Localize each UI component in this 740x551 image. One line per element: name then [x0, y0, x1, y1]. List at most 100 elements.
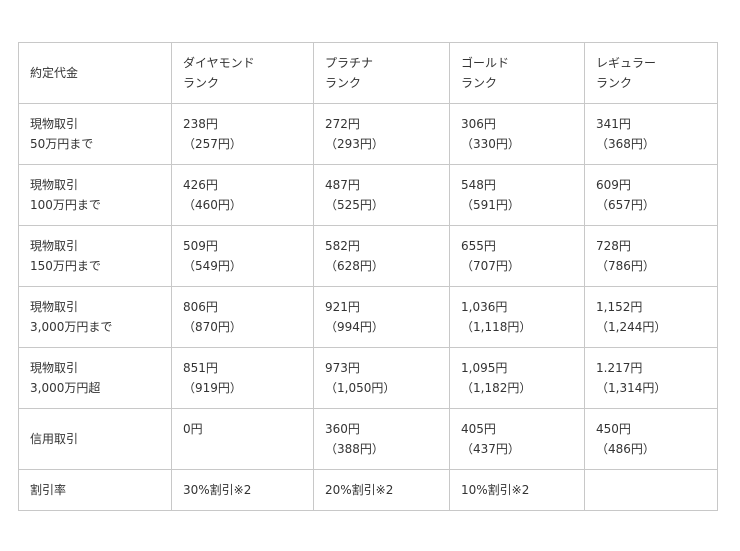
table-row: 現物取引 50万円まで 238円 （257円） 272円 （293円） 306円 （330円）…	[18, 103, 718, 165]
cell-text: 50万円まで	[30, 137, 94, 151]
fee-cell: 655円 （707円）	[449, 225, 585, 287]
cell-text: 921円	[325, 300, 360, 314]
cell-text: （1,244円）	[596, 320, 667, 334]
cell-text: （293円）	[325, 137, 384, 151]
cell-text: （257円）	[183, 137, 242, 151]
cell-text: 655円	[461, 239, 496, 253]
cell-text: （330円）	[461, 137, 520, 151]
cell-text: 約定代金	[30, 66, 79, 80]
fee-cell: 450円 （486円）	[584, 408, 718, 470]
cell-text: （870円）	[183, 320, 242, 334]
discount-cell: 30%割引※2	[171, 469, 314, 511]
cell-text: 1,036円	[461, 300, 508, 314]
fee-cell: 582円 （628円）	[313, 225, 450, 287]
cell-text: ゴールド	[461, 56, 510, 70]
fee-cell: 973円 （1,050円）	[313, 347, 450, 409]
fee-cell: 238円 （257円）	[171, 103, 314, 165]
discount-cell: 20%割引※2	[313, 469, 450, 511]
cell-text: （549円）	[183, 259, 242, 273]
row-label-cell: 現物取引 3,000万円まで	[18, 286, 172, 348]
cell-text: ダイヤモンド	[183, 56, 255, 70]
cell-text: （994円）	[325, 320, 384, 334]
cell-text: 現物取引	[30, 117, 79, 131]
cell-text: 3,000万円超	[30, 381, 101, 395]
fee-cell: 728円 （786円）	[584, 225, 718, 287]
cell-text: 1.217円	[596, 361, 643, 375]
cell-text: 341円	[596, 117, 631, 131]
cell-text: 450円	[596, 422, 631, 436]
cell-text: ランク	[596, 76, 633, 90]
discount-cell: 10%割引※2	[449, 469, 585, 511]
fee-cell: 609円 （657円）	[584, 164, 718, 226]
cell-text: 487円	[325, 178, 360, 192]
cell-text: 806円	[183, 300, 218, 314]
fee-cell: 921円 （994円）	[313, 286, 450, 348]
fee-cell: 1.217円 （1,314円）	[584, 347, 718, 409]
cell-text: 509円	[183, 239, 218, 253]
cell-text: レギュラー	[596, 56, 657, 70]
cell-text: （657円）	[596, 198, 655, 212]
fee-cell: 509円 （549円）	[171, 225, 314, 287]
row-label-cell: 割引率	[18, 469, 172, 511]
cell-text: 0円	[183, 422, 203, 436]
header-label-cell: 約定代金	[18, 42, 172, 104]
discount-row: 割引率 30%割引※2 20%割引※2 10%割引※2	[18, 469, 718, 511]
cell-text: （1,050円）	[325, 381, 396, 395]
rank-header-cell: プラチナ ランク	[313, 42, 450, 104]
discount-cell	[584, 469, 718, 511]
cell-text: （388円）	[325, 442, 384, 456]
cell-text: （460円）	[183, 198, 242, 212]
row-label-cell: 現物取引 100万円まで	[18, 164, 172, 226]
fee-cell: 1,152円 （1,244円）	[584, 286, 718, 348]
cell-text: （628円）	[325, 259, 384, 273]
header-row: 約定代金 ダイヤモンド ランク プラチナ ランク ゴールド ランク レギュラー ランク	[18, 42, 718, 104]
cell-text: 現物取引	[30, 178, 79, 192]
cell-text: 548円	[461, 178, 496, 192]
cell-text: 306円	[461, 117, 496, 131]
fee-cell: 487円 （525円）	[313, 164, 450, 226]
cell-text: 360円	[325, 422, 360, 436]
cell-text: 割引率	[30, 483, 67, 497]
fee-table: 約定代金 ダイヤモンド ランク プラチナ ランク ゴールド ランク レギュラー ランク 現物取引 5…	[18, 42, 718, 511]
cell-text: （1,118円）	[461, 320, 532, 334]
cell-text: 609円	[596, 178, 631, 192]
fee-cell: 806円 （870円）	[171, 286, 314, 348]
fee-cell: 272円 （293円）	[313, 103, 450, 165]
cell-text: 現物取引	[30, 300, 79, 314]
cell-text: 1,095円	[461, 361, 508, 375]
cell-text: 30%割引※2	[183, 483, 252, 497]
fee-cell: 0円	[171, 408, 314, 470]
cell-text: （707円）	[461, 259, 520, 273]
cell-text: 100万円まで	[30, 198, 101, 212]
cell-text: 信用取引	[30, 432, 79, 446]
cell-text: 1,152円	[596, 300, 643, 314]
table-row: 現物取引 150万円まで 509円 （549円） 582円 （628円） 655円 （707円…	[18, 225, 718, 287]
cell-text: 20%割引※2	[325, 483, 394, 497]
cell-text: （919円）	[183, 381, 242, 395]
cell-text: ランク	[461, 76, 498, 90]
rank-header-cell: ゴールド ランク	[449, 42, 585, 104]
cell-text: （437円）	[461, 442, 520, 456]
row-label-cell: 現物取引 50万円まで	[18, 103, 172, 165]
fee-cell: 548円 （591円）	[449, 164, 585, 226]
row-label-cell: 現物取引 3,000万円超	[18, 347, 172, 409]
fee-cell: 360円 （388円）	[313, 408, 450, 470]
fee-cell: 306円 （330円）	[449, 103, 585, 165]
table-row: 信用取引 0円 360円 （388円） 405円 （437円） 450円 （486円）	[18, 408, 718, 470]
cell-text: 851円	[183, 361, 218, 375]
cell-text: （786円）	[596, 259, 655, 273]
cell-text: （1,314円）	[596, 381, 667, 395]
cell-text: ランク	[325, 76, 362, 90]
row-label-cell: 現物取引 150万円まで	[18, 225, 172, 287]
table-row: 現物取引 100万円まで 426円 （460円） 487円 （525円） 548円 （591円…	[18, 164, 718, 226]
fee-cell: 341円 （368円）	[584, 103, 718, 165]
table-row: 現物取引 3,000万円超 851円 （919円） 973円 （1,050円） 1,095円…	[18, 347, 718, 409]
cell-text: 3,000万円まで	[30, 320, 113, 334]
fee-cell: 1,036円 （1,118円）	[449, 286, 585, 348]
cell-text: （525円）	[325, 198, 384, 212]
cell-text: 現物取引	[30, 361, 79, 375]
cell-text: （368円）	[596, 137, 655, 151]
table-row: 現物取引 3,000万円まで 806円 （870円） 921円 （994円） 1,036円 （…	[18, 286, 718, 348]
cell-text: 10%割引※2	[461, 483, 530, 497]
cell-text: （1,182円）	[461, 381, 532, 395]
